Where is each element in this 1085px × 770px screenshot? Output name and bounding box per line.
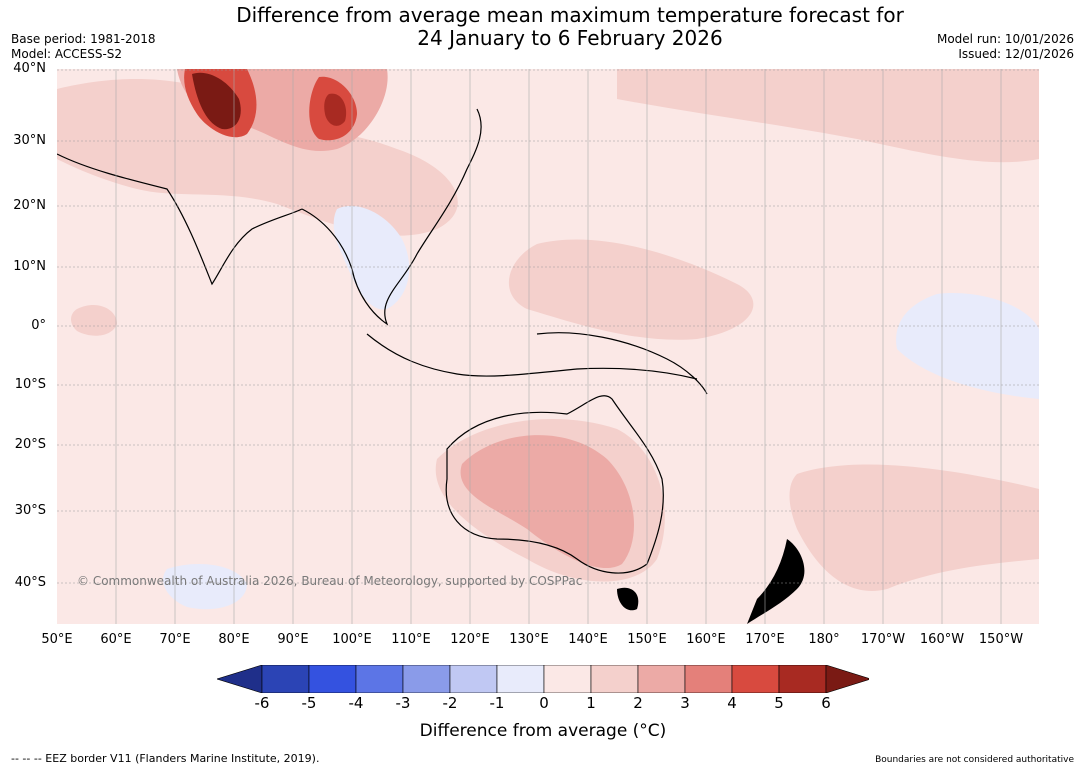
coast-new-zealand: [747, 539, 805, 624]
lat-label: 40°N: [13, 61, 46, 76]
lon-label: 50°E: [41, 632, 73, 647]
lon-label: 70°E: [159, 632, 191, 647]
anomaly-zone-india-east: [57, 79, 458, 236]
colorbar-tick: 1: [586, 694, 596, 712]
anomaly-zone-pacific-north: [617, 69, 1039, 163]
base-period: Base period: 1981-2018: [11, 32, 156, 46]
lon-label: 170°W: [860, 632, 906, 647]
lon-label: 150°E: [627, 632, 667, 647]
colorbar-tick: 3: [680, 694, 690, 712]
map-canvas: [57, 69, 1039, 624]
colorbar-swatch: [778, 665, 827, 693]
coast-tasmania: [617, 587, 639, 611]
title-line-2: 24 January to 6 February 2026: [417, 26, 723, 50]
colorbar-swatch: [308, 665, 357, 693]
meta-right: Model run: 10/01/2026 Issued: 12/01/2026: [937, 32, 1074, 62]
lon-label: 140°E: [568, 632, 608, 647]
lon-label: 90°E: [277, 632, 309, 647]
colorbar-tick: -2: [442, 694, 458, 712]
colorbar-tick: 0: [539, 694, 549, 712]
colorbar: [217, 665, 869, 693]
colorbar-swatch: [684, 665, 733, 693]
lon-label: 180°: [808, 632, 840, 647]
meta-left: Base period: 1981-2018 Model: ACCESS-S2: [11, 32, 156, 62]
colorbar-tick: -5: [301, 694, 317, 712]
colorbar-tick: -3: [395, 694, 411, 712]
anomaly-zone-pacific-cool: [896, 293, 1039, 399]
lon-label: 120°E: [450, 632, 490, 647]
meridians: [115, 69, 1002, 624]
model-name: Model: ACCESS-S2: [11, 47, 123, 61]
colorbar-swatch: [543, 665, 592, 693]
colorbar-label: Difference from average (°C): [419, 721, 667, 741]
colorbar-swatch: [261, 665, 310, 693]
lat-label: 30°N: [13, 133, 46, 148]
lon-label: 110°E: [391, 632, 431, 647]
lat-label: 20°N: [13, 198, 46, 213]
colorbar-swatch: [731, 665, 780, 693]
coast-new-guinea: [536, 332, 708, 395]
coast-india: [57, 153, 303, 286]
lat-label: 40°S: [14, 575, 46, 590]
lon-label: 150°W: [978, 632, 1024, 647]
colorbar-tick: 5: [774, 694, 784, 712]
coastlines: [57, 108, 708, 574]
colorbar-extend-low: [217, 665, 263, 693]
lon-label: 60°E: [100, 632, 132, 647]
lat-label: 20°S: [14, 437, 46, 452]
colorbar-swatch: [355, 665, 404, 693]
colorbar-tick: -6: [254, 694, 270, 712]
lon-label: 160°W: [919, 632, 965, 647]
anomaly-zone-australia-hot: [460, 435, 634, 569]
colorbar-tick: 4: [727, 694, 737, 712]
colorbar-swatch: [637, 665, 686, 693]
colorbar-swatch: [496, 665, 545, 693]
anomaly-zone-south-cool: [163, 564, 247, 610]
copyright-notice: © Commonwealth of Australia 2026, Bureau…: [77, 574, 583, 588]
anomaly-zone-indian-ocean-warm: [71, 304, 117, 336]
lat-label: 10°N: [13, 259, 46, 274]
anomaly-zone-china-core: [324, 93, 347, 126]
coast-indonesia: [366, 333, 698, 380]
eez-border-note: -- -- -- EEZ border V11 (Flanders Marine…: [11, 752, 320, 765]
colorbar-swatch: [590, 665, 639, 693]
colorbar-swatch: [449, 665, 498, 693]
title-line-1: Difference from average mean maximum tem…: [236, 3, 904, 27]
model-run: Model run: 10/01/2026: [936, 32, 1074, 46]
boundaries-disclaimer: Boundaries are not considered authoritat…: [875, 755, 1074, 765]
map-title: Difference from average mean maximum tem…: [170, 4, 970, 50]
lon-label: 130°E: [509, 632, 549, 647]
lat-label: 10°S: [14, 377, 46, 392]
anomaly-zone-tropics-warm: [508, 239, 754, 340]
anomaly-zone-tibet-core: [192, 72, 241, 130]
anomaly-zone-pacific-south: [789, 464, 1039, 591]
anomaly-zone-indochina-cool: [333, 205, 410, 310]
colorbar-swatch: [402, 665, 451, 693]
colorbar-tick: 6: [821, 694, 831, 712]
temperature-anomaly-map: © Commonwealth of Australia 2026, Bureau…: [57, 69, 1039, 624]
coast-southeast-asia: [301, 108, 482, 326]
lon-label: 80°E: [218, 632, 250, 647]
lon-label: 170°E: [745, 632, 785, 647]
lon-label: 100°E: [332, 632, 372, 647]
colorbar-extend-high: [825, 665, 869, 693]
lon-label: 160°E: [686, 632, 726, 647]
lat-label: 30°S: [14, 503, 46, 518]
colorbar-tick: 2: [633, 694, 643, 712]
colorbar-tick: -4: [348, 694, 364, 712]
issued-date: Issued: 12/01/2026: [958, 47, 1074, 61]
lat-label: 0°: [31, 318, 46, 333]
coast-australia: [445, 395, 664, 574]
colorbar-tick: -1: [489, 694, 505, 712]
